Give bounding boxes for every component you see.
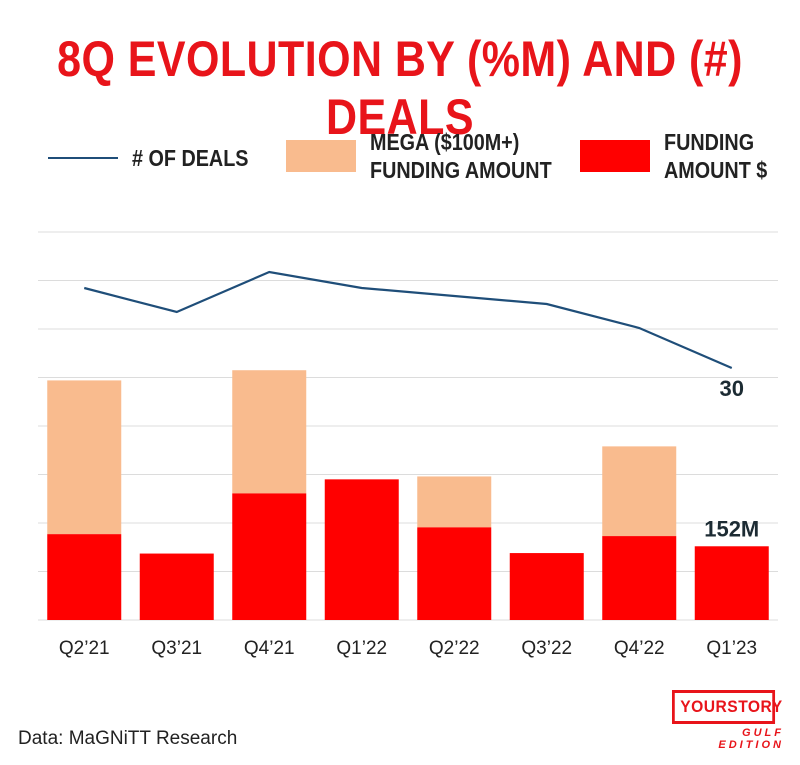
legend-swatch-funding: [580, 140, 650, 172]
bar-mega: [602, 446, 677, 537]
x-tick-label: Q3’21: [151, 638, 202, 659]
logo-edition: GULF EDITION: [718, 727, 784, 751]
legend-item-mega: MEGA ($100M+) FUNDING AMOUNT: [286, 128, 581, 184]
bar-funding: [232, 493, 307, 620]
bar-mega: [417, 476, 492, 528]
bar-funding: [509, 553, 584, 620]
bar-funding: [417, 527, 492, 620]
x-tick-label: Q2’21: [59, 638, 110, 659]
x-tick-label: Q4’22: [614, 638, 665, 659]
legend-swatch-mega: [286, 140, 356, 172]
bar-mega: [232, 370, 307, 494]
chart-plot: Q2’21 Q3’21 Q4’21 Q1’22 Q2’22 Q3’22 Q4’22 Q1’23…: [38, 231, 778, 659]
legend-label-deals: # OF DEALS: [132, 145, 249, 171]
x-tick-label: Q4’21: [244, 638, 295, 659]
legend-item-funding: FUNDING AMOUNT $: [580, 128, 784, 184]
yourstory-logo: YOURSTORY GULF EDITION: [672, 690, 784, 751]
legend-line-swatch: [48, 157, 118, 159]
legend-item-deals: # OF DEALS: [48, 144, 267, 172]
bar-funding: [324, 479, 399, 620]
bar-funding: [694, 546, 769, 620]
chart-title: 8Q EVOLUTION BY (%M) AND (#) DEALS: [57, 31, 743, 145]
x-tick-label: Q1’22: [336, 638, 387, 659]
legend-label-funding: FUNDING AMOUNT $: [664, 129, 768, 183]
legend-label-mega: MEGA ($100M+) FUNDING AMOUNT: [370, 129, 552, 183]
deals-line: [83, 270, 733, 370]
bar-funding: [47, 534, 122, 620]
bar-funding: [139, 553, 214, 620]
data-label: 30: [720, 376, 744, 401]
bar-funding: [602, 536, 677, 620]
source-note: Data: MaGNiTT Research: [18, 728, 238, 749]
data-label: 152M: [704, 516, 759, 541]
bar-mega: [47, 380, 122, 535]
x-tick-label: Q2’22: [429, 638, 480, 659]
x-tick-label: Q3’22: [521, 638, 572, 659]
x-tick-label: Q1’23: [706, 638, 757, 659]
logo-wordmark: YOURSTORY: [672, 690, 782, 724]
